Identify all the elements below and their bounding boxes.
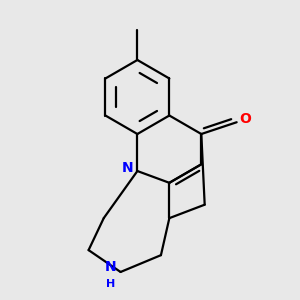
Text: H: H xyxy=(106,279,115,289)
Text: N: N xyxy=(122,161,133,175)
Text: O: O xyxy=(239,112,251,126)
Text: N: N xyxy=(105,260,116,274)
